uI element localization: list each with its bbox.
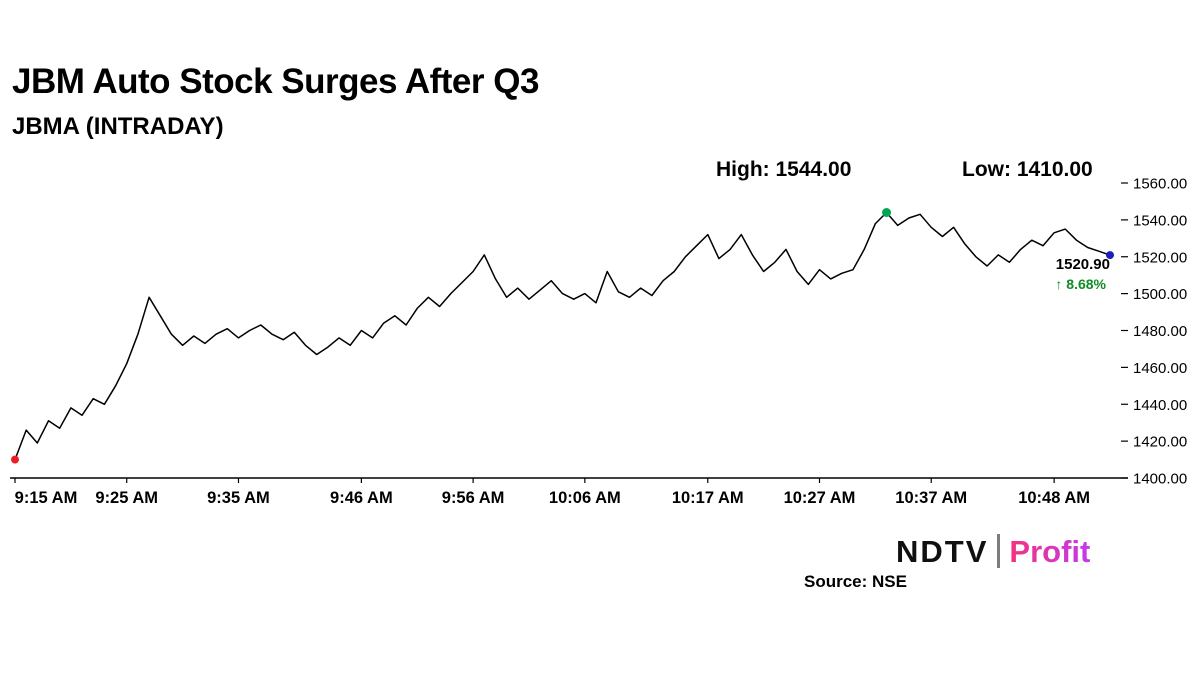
logo-divider <box>997 534 1001 568</box>
y-tick-label: 1400.00 <box>1133 471 1187 488</box>
start-dot <box>11 455 19 464</box>
ndtv-logo-text: NDTV <box>896 533 989 569</box>
chart-subtitle: JBMA (INTRADAY) <box>12 113 224 140</box>
y-tick-label: 1500.00 <box>1133 286 1187 303</box>
y-tick-label: 1520.00 <box>1133 249 1187 266</box>
last-price-label: 1520.90 <box>1055 256 1110 273</box>
x-tick-label: 9:46 AM <box>330 489 393 507</box>
y-tick-label: 1440.00 <box>1133 397 1187 414</box>
x-tick-label: 10:27 AM <box>784 489 856 507</box>
high-annotation: High: 1544.00 <box>716 158 852 181</box>
x-tick-label: 9:56 AM <box>442 489 505 507</box>
y-tick-label: 1420.00 <box>1133 434 1187 451</box>
x-tick-label: 10:48 AM <box>1018 489 1090 507</box>
y-tick-label: 1560.00 <box>1133 176 1187 193</box>
x-tick-label: 10:17 AM <box>672 489 744 507</box>
profit-logo-text: Profit <box>1009 533 1091 569</box>
y-tick-label: 1460.00 <box>1133 360 1187 377</box>
y-tick-label: 1540.00 <box>1133 212 1187 229</box>
y-tick-label: 1480.00 <box>1133 323 1187 340</box>
low-annotation: Low: 1410.00 <box>962 158 1093 181</box>
high-dot <box>882 208 892 217</box>
change-percent-label: ↑ 8.68% <box>1055 276 1106 292</box>
x-tick-label: 10:06 AM <box>549 489 621 507</box>
source-attribution: Source: NSE <box>804 572 907 591</box>
x-tick-label: 9:25 AM <box>95 489 158 507</box>
page-title: JBM Auto Stock Surges After Q3 <box>12 62 539 101</box>
price-line <box>14 211 1111 461</box>
end-dot <box>1106 251 1114 260</box>
x-tick-label: 9:35 AM <box>207 489 270 507</box>
x-tick-label: 10:37 AM <box>895 489 967 507</box>
x-tick-label: 9:15 AM <box>15 489 78 507</box>
ndtv-profit-logo: NDTV Profit <box>896 531 1090 571</box>
